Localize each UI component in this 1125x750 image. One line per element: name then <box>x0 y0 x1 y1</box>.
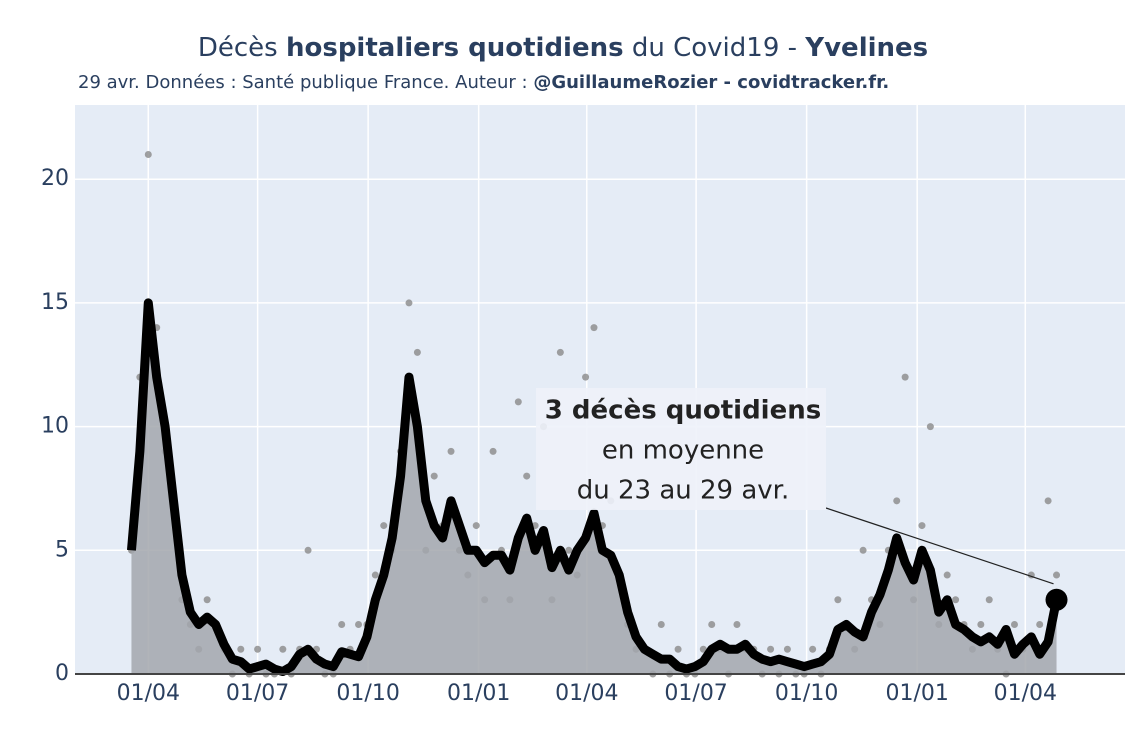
data-point <box>254 645 262 653</box>
data-point <box>405 299 413 307</box>
title-part: 29 avr. Données : Santé publique France.… <box>78 72 533 93</box>
data-point <box>657 621 665 629</box>
x-tick-label: 01/07 <box>226 681 289 706</box>
data-point <box>809 645 817 653</box>
data-point <box>918 522 926 530</box>
data-point <box>733 621 741 629</box>
annotation-text: en moyenne <box>602 436 764 466</box>
data-point <box>590 324 598 332</box>
annotation-arrow <box>825 507 1054 585</box>
data-point <box>556 348 564 356</box>
data-point <box>708 621 716 629</box>
data-point <box>582 373 590 381</box>
area <box>131 302 1057 674</box>
data-point <box>943 571 951 579</box>
data-point <box>926 423 934 431</box>
data-point <box>783 645 791 653</box>
data-point <box>355 621 363 629</box>
annotation-text: du 23 au 29 avr. <box>577 476 790 506</box>
x-tick-label: 01/01 <box>885 681 948 706</box>
data-point <box>699 645 707 653</box>
data-point <box>447 447 455 455</box>
data-point <box>901 373 909 381</box>
data-point <box>489 447 497 455</box>
line <box>126 298 1061 677</box>
data-point <box>514 398 522 406</box>
data-point <box>859 546 867 554</box>
x-tick-label: 01/04 <box>117 681 180 706</box>
annotation-text: 3 décès quotidiens <box>545 396 821 426</box>
chart-title: Décès hospitaliers quotidiens du Covid19… <box>198 33 928 63</box>
y-tick-label: 15 <box>41 290 69 315</box>
data-point <box>338 621 346 629</box>
data-point <box>279 645 287 653</box>
data-point <box>1036 621 1044 629</box>
x-tick-label: 01/10 <box>775 681 838 706</box>
data-point <box>430 472 438 480</box>
data-point <box>371 571 379 579</box>
x-tick-label: 01/04 <box>994 681 1057 706</box>
data-point <box>1044 497 1052 505</box>
data-point <box>203 596 211 604</box>
x-tick-label: 01/01 <box>447 681 510 706</box>
data-point <box>834 596 842 604</box>
data-point <box>380 522 388 530</box>
data-point <box>144 150 152 158</box>
annotation-box <box>536 388 826 510</box>
data-point <box>413 348 421 356</box>
x-tick-label: 01/04 <box>555 681 618 706</box>
data-point <box>767 645 775 653</box>
title-part: hospitaliers quotidiens <box>286 33 624 63</box>
data-point <box>952 596 960 604</box>
data-point <box>674 645 682 653</box>
y-tick-label: 10 <box>41 414 69 439</box>
data-point <box>985 596 993 604</box>
y-tick-label: 5 <box>55 537 69 562</box>
y-tick-label: 20 <box>41 166 69 191</box>
data-point <box>1010 621 1018 629</box>
chart-subtitle: 29 avr. Données : Santé publique France.… <box>78 72 889 93</box>
data-point <box>977 621 985 629</box>
data-point <box>237 645 245 653</box>
title-part: @GuillaumeRozier - covidtracker.fr. <box>533 72 889 93</box>
data-point <box>565 546 573 554</box>
data-point <box>472 522 480 530</box>
data-point <box>523 472 531 480</box>
title-part: du Covid19 - <box>624 33 806 63</box>
data-point <box>1053 571 1061 579</box>
data-point <box>893 497 901 505</box>
title-part: Décès <box>198 33 286 63</box>
x-tick-label: 01/10 <box>336 681 399 706</box>
data-point <box>304 546 312 554</box>
x-tick-label: 01/07 <box>664 681 727 706</box>
y-tick-label: 0 <box>55 661 69 686</box>
last-point <box>1045 588 1068 611</box>
title-part: Yvelines <box>804 33 928 63</box>
